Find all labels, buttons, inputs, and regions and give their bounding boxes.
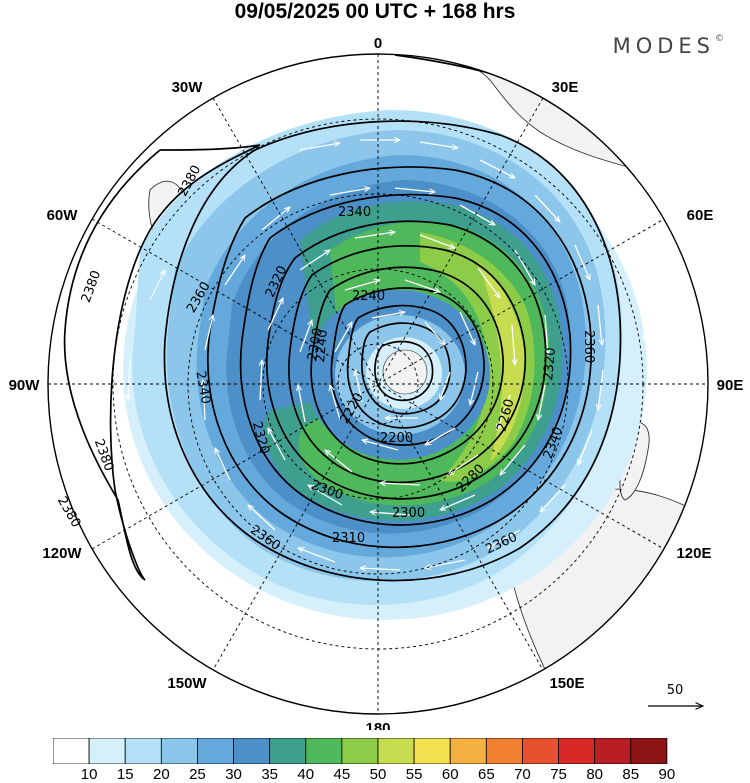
contour-2220 bbox=[360, 322, 451, 415]
lon-label-60e: 60E bbox=[687, 207, 714, 224]
colorbar-swatch bbox=[522, 738, 559, 764]
contour-label: 2340 bbox=[192, 370, 213, 405]
modes-logo: MODES© bbox=[613, 34, 724, 58]
colorbar-tick-label: 10 bbox=[80, 766, 98, 783]
colorbar-tick-label: 85 bbox=[622, 766, 640, 783]
lon-label-150w: 150W bbox=[167, 675, 207, 692]
lon-label-0: 0 bbox=[374, 35, 382, 52]
colorbar-tick-label: 25 bbox=[189, 766, 206, 783]
colorbar-swatch bbox=[197, 738, 234, 764]
colorbar-tick-label: 40 bbox=[297, 766, 315, 783]
contour-2360 bbox=[163, 120, 622, 582]
lon-label-120w: 120W bbox=[42, 545, 82, 562]
colorbar-tick-label: 35 bbox=[261, 766, 278, 783]
colorbar-tick-label: 20 bbox=[152, 766, 170, 783]
reference-vector: 50 bbox=[648, 683, 703, 706]
colorbar-swatch bbox=[630, 738, 668, 764]
contour-2200 bbox=[374, 340, 434, 402]
polar-map: 2380 2380 2380 2380 2360 2360 2360 2360 … bbox=[9, 35, 744, 730]
colorbar-swatch bbox=[413, 738, 451, 764]
colorbar bbox=[53, 738, 668, 764]
colorbar-tick-label: 55 bbox=[405, 766, 423, 783]
colorbar-tick-label: 15 bbox=[116, 766, 134, 783]
colorbar-tick-label: 45 bbox=[333, 766, 351, 783]
contour-label: 2240 bbox=[352, 289, 385, 304]
colorbar-tick-label: 60 bbox=[441, 766, 459, 783]
colorbar-tick-label: 70 bbox=[514, 766, 531, 783]
lon-label-60w: 60W bbox=[47, 207, 79, 224]
colorbar-tick-label: 65 bbox=[477, 766, 495, 783]
colorbar-swatch bbox=[485, 738, 523, 764]
lon-label-120e: 120E bbox=[676, 545, 711, 562]
lon-label-90w: 90W bbox=[9, 377, 41, 394]
colorbar-tick-label: 80 bbox=[586, 766, 603, 783]
contour-2240 bbox=[346, 304, 467, 429]
copyright-mark: © bbox=[715, 34, 724, 44]
colorbar-tick-label: 90 bbox=[658, 766, 676, 783]
colorbar-labels: 10 15 20 25 30 35 40 45 50 55 60 65 70 75 80 85 90 bbox=[53, 766, 703, 783]
lon-label-180: 180 bbox=[365, 720, 390, 730]
colorbar-tick-label: 30 bbox=[225, 766, 242, 783]
lon-label-90e: 90E bbox=[717, 377, 744, 394]
colorbar-swatch bbox=[449, 738, 487, 764]
map-border bbox=[47, 53, 709, 715]
colorbar-swatch bbox=[594, 738, 632, 764]
contour-label: 2360 bbox=[581, 330, 596, 363]
lon-label-30w: 30W bbox=[172, 79, 204, 96]
contour-2320-b bbox=[265, 220, 547, 500]
contour-label: 2310 bbox=[332, 531, 365, 546]
colorbar-swatch bbox=[88, 738, 126, 764]
reference-vector-label: 50 bbox=[667, 683, 684, 698]
contour-label: 2340 bbox=[338, 205, 371, 220]
contour-label: 2200 bbox=[380, 431, 413, 446]
contour-label: 2300 bbox=[305, 327, 326, 362]
colorbar-swatch bbox=[124, 738, 162, 764]
brand-text: MODES bbox=[612, 34, 715, 58]
contour-2280 bbox=[310, 266, 504, 465]
contour-label: 2300 bbox=[392, 506, 425, 521]
contour-2340 bbox=[207, 166, 592, 549]
core-antarctic-interior bbox=[382, 349, 428, 395]
height-contours bbox=[63, 54, 641, 582]
colorbar-swatch bbox=[269, 738, 307, 764]
colorbar-swatch bbox=[341, 738, 379, 764]
graticule bbox=[48, 54, 708, 714]
lon-label-150e: 150E bbox=[549, 675, 584, 692]
colorbar-swatch bbox=[233, 738, 271, 764]
contour-2300 bbox=[288, 245, 527, 484]
wind-speed-shading bbox=[123, 110, 647, 620]
colorbar-swatch bbox=[53, 738, 90, 764]
longitude-labels: 0 30E 60E 90E 120E 150E 180 150W 120W 90… bbox=[9, 35, 744, 730]
contour-label: 2320 bbox=[541, 347, 559, 381]
contour-label: 2240 bbox=[313, 329, 331, 363]
lon-label-30e: 30E bbox=[552, 79, 579, 96]
colorbar-swatch bbox=[377, 738, 415, 764]
contour-2320-a bbox=[239, 193, 572, 526]
colorbar-tick-label: 50 bbox=[369, 766, 387, 783]
map-title: 09/05/2025 00 UTC + 168 hrs bbox=[234, 0, 516, 23]
map-disk bbox=[48, 54, 708, 714]
colorbar-swatch bbox=[558, 738, 596, 764]
colorbar-swatch bbox=[305, 738, 343, 764]
colorbar-tick-label: 75 bbox=[550, 766, 567, 783]
colorbar-swatch bbox=[160, 738, 198, 764]
